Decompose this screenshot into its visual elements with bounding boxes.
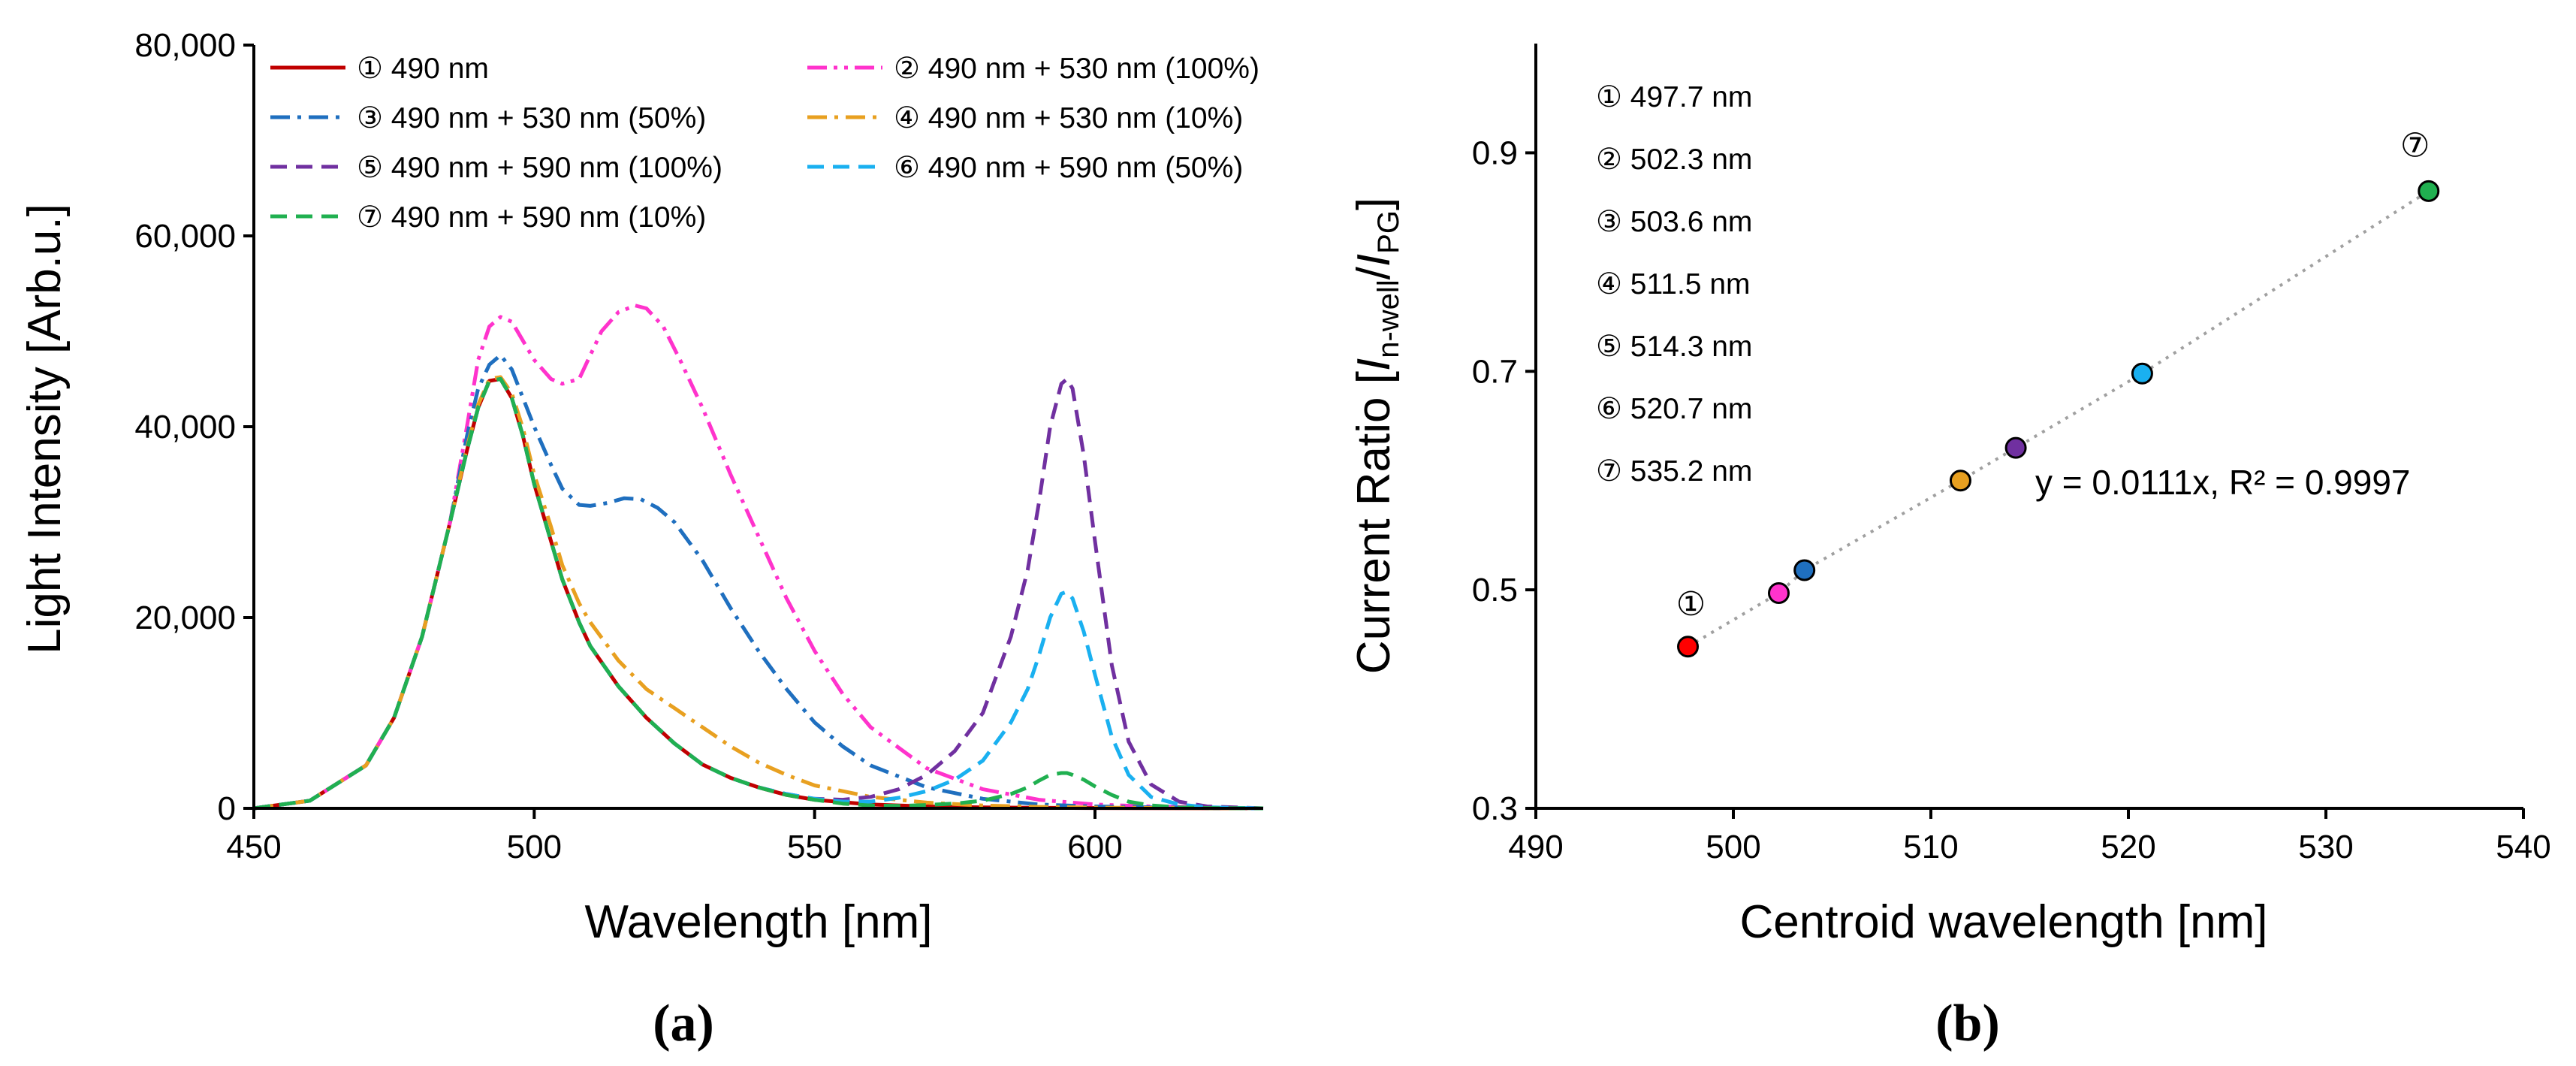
wavelength-note: ⑦ 535.2 nm [1596, 455, 1752, 488]
x-tick-label: 600 [1067, 829, 1122, 865]
panel-b-label: (b) [1935, 995, 2000, 1052]
legend-entry: ② 490 nm + 530 nm (100%) [894, 53, 1259, 85]
wavelength-note: ⑥ 520.7 nm [1596, 393, 1752, 425]
x-tick-label: 500 [1706, 829, 1760, 865]
x-tick-label: 540 [2496, 829, 2550, 865]
panel-b-points: ①⑦ [1676, 127, 2440, 658]
legend-entry: ① 490 nm [357, 53, 489, 85]
data-point-1 [1677, 636, 1700, 658]
legend-entry: ③ 490 nm + 530 nm (50%) [357, 102, 706, 134]
spectrum-line-3 [253, 353, 1264, 811]
spectrum-line-7 [253, 377, 1264, 811]
panel-b-wavelength-notes: ① 497.7 nm ② 502.3 nm ③ 503.6 nm ④ 511.5 nm… [1596, 81, 1752, 488]
panel-a-label: (a) [653, 995, 714, 1052]
x-tick-label: 510 [1903, 829, 1958, 865]
y-tick-label: 0.5 [1472, 572, 1518, 608]
x-tick-label: 530 [2298, 829, 2353, 865]
legend-entry: ⑦ 490 nm + 590 nm (10%) [357, 201, 706, 234]
x-tick-label: 490 [1508, 829, 1563, 865]
panel-a-ticks: 450 500 550 600 0 20,000 40,000 60,000 80,000 [134, 27, 1122, 865]
panel-b-ticks: 490 500 510 520 530 540 0.3 0.5 0.7 0.9 [1472, 134, 2551, 865]
panel-a-spectrum-chart: 450 500 550 600 0 20,000 40,000 60,000 80,000 ① … [19, 27, 1264, 1052]
y-tick-label: 60,000 [134, 218, 236, 255]
data-point-2 [1767, 582, 1790, 605]
wavelength-note: ② 502.3 nm [1596, 143, 1752, 176]
point-marker-last: ⑦ [2400, 127, 2430, 164]
data-point-6 [2131, 362, 2153, 385]
x-tick-label: 520 [2101, 829, 2155, 865]
data-point-3 [1793, 559, 1816, 581]
spectrum-line-2 [253, 303, 1264, 811]
point-marker-first: ① [1676, 586, 1706, 623]
legend-entry: ⑤ 490 nm + 590 nm (100%) [357, 152, 722, 184]
legend-entry: ④ 490 nm + 530 nm (10%) [894, 102, 1243, 134]
wavelength-note: ③ 503.6 nm [1596, 206, 1752, 238]
y-tick-label: 0 [218, 790, 236, 827]
data-point-7 [2418, 180, 2440, 202]
spectrum-line-4 [253, 375, 1264, 811]
wavelength-note: ① 497.7 nm [1596, 81, 1752, 113]
y-tick-label: 0.7 [1472, 353, 1518, 390]
spectrum-lines [253, 303, 1264, 811]
panel-a-legend: ① 490 nm ② 490 nm + 530 nm (100%) ③ 490 nm… [270, 53, 1259, 234]
panel-a-x-axis-title: Wavelength [nm] [585, 896, 933, 948]
spectrum-line-5 [253, 377, 1264, 811]
data-point-5 [2004, 436, 2027, 459]
panel-a-y-axis-title: Light Intensity [Arb.u.] [19, 204, 71, 654]
y-tick-label: 0.9 [1472, 134, 1518, 171]
x-tick-label: 500 [507, 829, 562, 865]
panel-b-regression-equation: y = 0.0111x, R² = 0.9997 [2035, 463, 2411, 502]
y-tick-label: 80,000 [134, 27, 236, 64]
panel-b-y-axis-title: Current Ratio [In-well/IPG] [1348, 198, 1405, 674]
panel-b-x-axis-title: Centroid wavelength [nm] [1739, 896, 2267, 948]
x-tick-label: 450 [226, 829, 281, 865]
panel-b-axes [1534, 44, 2523, 810]
spectrum-line-1 [253, 377, 1264, 811]
y-tick-label: 20,000 [134, 599, 236, 636]
wavelength-note: ⑤ 514.3 nm [1596, 331, 1752, 363]
x-tick-label: 550 [787, 829, 842, 865]
y-tick-label: 0.3 [1472, 790, 1518, 827]
wavelength-note: ④ 511.5 nm [1596, 268, 1751, 300]
data-point-4 [1949, 470, 1971, 492]
y-tick-label: 40,000 [134, 409, 236, 445]
legend-entry: ⑥ 490 nm + 590 nm (50%) [894, 152, 1243, 184]
spectrum-line-6 [253, 377, 1264, 811]
